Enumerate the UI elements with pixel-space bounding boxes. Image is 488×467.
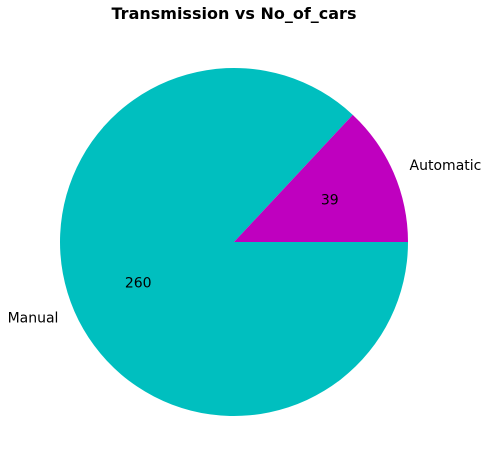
pie-slices [60, 67, 408, 416]
value-label-manual: 260 [125, 276, 152, 292]
slice-label-automatic: Automatic [410, 158, 482, 174]
pie-slice-manual [60, 67, 408, 416]
value-label-automatic: 39 [321, 192, 339, 208]
chart-title: Transmission vs No_of_cars [112, 4, 357, 23]
pie-labels: Manual 260 Automatic 39 [8, 158, 482, 327]
slice-label-manual: Manual [8, 310, 59, 326]
pie-slice-automatic [234, 114, 408, 242]
